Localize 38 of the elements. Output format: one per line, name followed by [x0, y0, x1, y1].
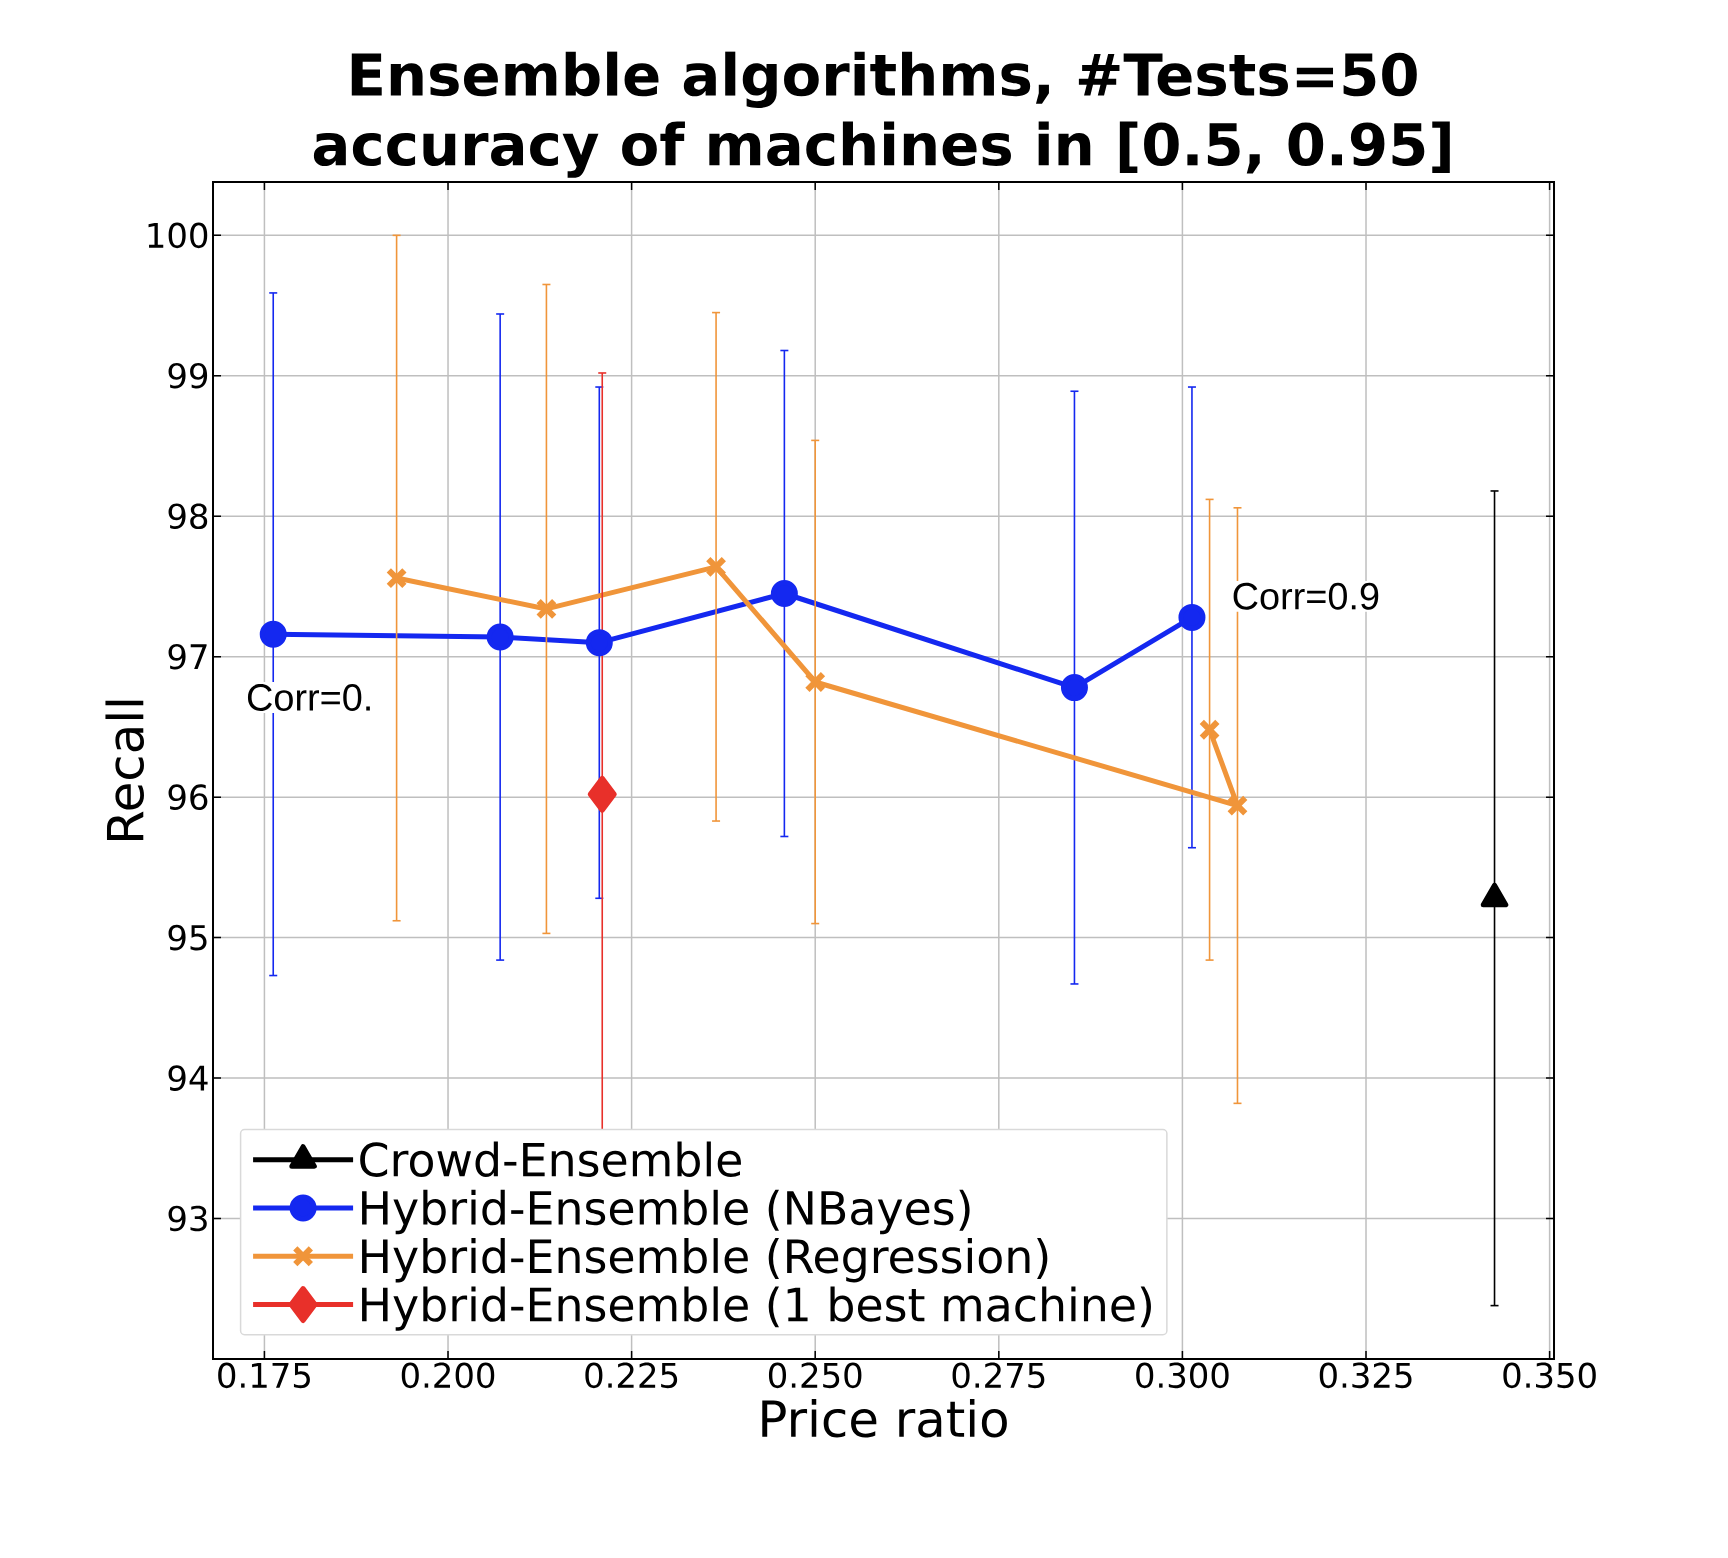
y-tick-label: 93	[168, 1205, 207, 1232]
point	[587, 775, 617, 813]
point	[585, 629, 613, 657]
point	[705, 556, 727, 578]
x-tick-label: 0.275	[952, 1362, 1045, 1389]
point	[259, 620, 287, 648]
legend-label: Hybrid-Ensemble (1 best machine)	[362, 1286, 1151, 1331]
x-tick-label: 0.300	[1136, 1362, 1229, 1389]
y-tick-label: 100	[148, 222, 208, 249]
y-tick-label: 99	[168, 362, 208, 389]
point	[804, 671, 826, 693]
legend-label: Hybrid-Ensemble (Regression)	[362, 1238, 1048, 1283]
point	[1178, 603, 1206, 631]
x-tick-label: 0.325	[1319, 1362, 1412, 1389]
annotation: Corr=0.	[247, 684, 370, 711]
y-tick-label: 94	[168, 1065, 208, 1091]
x-tick-label: 0.175	[218, 1362, 310, 1389]
x-tick-label: 0.350	[1503, 1362, 1596, 1389]
chart-title: Ensemble algorithms, #Tests=50 accuracy of machines in [0.5, 0.95]	[313, 51, 1450, 178]
y-tick-label: 98	[168, 503, 208, 530]
point	[385, 567, 408, 589]
point	[1226, 794, 1249, 817]
point	[535, 598, 558, 620]
point	[1198, 718, 1221, 741]
x-tick-label: 0.225	[585, 1362, 678, 1389]
x-tick-label: 0.250	[768, 1362, 862, 1389]
y-tick-label: 95	[168, 924, 207, 951]
annotation: Corr=0.9	[1233, 582, 1379, 610]
x-axis-title: Price ratio	[762, 1398, 1007, 1438]
point	[486, 623, 514, 651]
legend-label: Crowd-Ensemble	[360, 1141, 741, 1177]
y-axis-title: Recall	[105, 700, 144, 840]
point	[1060, 674, 1088, 702]
x-tick-label: 0.200	[401, 1362, 495, 1389]
legend-label: Hybrid-Ensemble (NBayes)	[362, 1189, 970, 1235]
y-tick-label: 96	[168, 784, 208, 810]
y-tick-label: 97	[168, 643, 207, 670]
point	[770, 580, 798, 607]
